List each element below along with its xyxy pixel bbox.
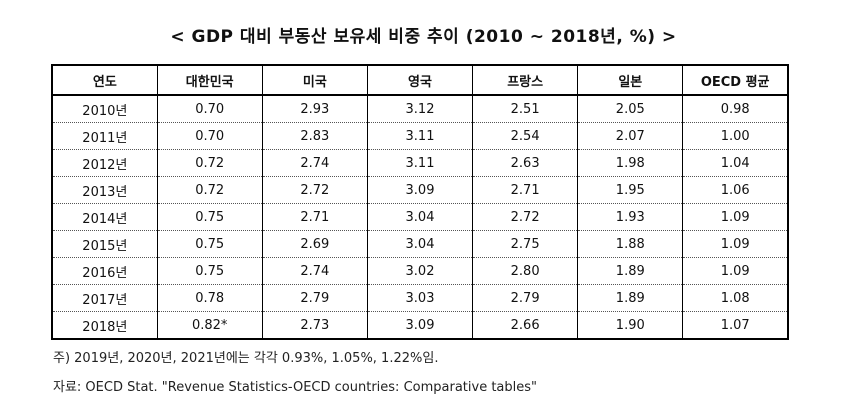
column-header: 대한민국 (156, 64, 263, 96)
value-cell: 1.93 (577, 203, 684, 231)
value-cell: 0.75 (156, 203, 263, 231)
value-cell: 1.00 (682, 122, 790, 150)
value-cell: 2.74 (261, 149, 368, 177)
source-note: 자료: OECD Stat. "Revenue Statistics-OECD … (53, 380, 537, 395)
value-cell: 2.54 (472, 122, 579, 150)
table-row: 2012년 0.72 2.74 3.11 2.63 1.98 1.04 (50, 149, 790, 177)
value-cell: 3.12 (366, 95, 474, 123)
column-header: 미국 (261, 64, 368, 96)
value-cell: 3.09 (366, 311, 474, 340)
value-cell: 0.82* (156, 311, 263, 340)
value-cell: 1.09 (682, 257, 790, 285)
value-cell: 1.08 (682, 284, 790, 312)
value-cell: 2.51 (472, 95, 579, 123)
value-cell: 1.09 (682, 203, 790, 231)
value-cell: 2.74 (261, 257, 368, 285)
table-row: 2014년 0.75 2.71 3.04 2.72 1.93 1.09 (50, 203, 790, 231)
table-row: 2011년 0.70 2.83 3.11 2.54 2.07 1.00 (50, 122, 790, 150)
value-cell: 1.98 (577, 149, 684, 177)
year-cell: 2015년 (50, 230, 158, 258)
value-cell: 2.07 (577, 122, 684, 150)
value-cell: 2.79 (261, 284, 368, 312)
value-cell: 3.03 (366, 284, 474, 312)
value-cell: 0.70 (156, 95, 263, 123)
value-cell: 3.11 (366, 122, 474, 150)
value-cell: 2.69 (261, 230, 368, 258)
value-cell: 2.63 (472, 149, 579, 177)
value-cell: 1.06 (682, 176, 790, 204)
value-cell: 2.05 (577, 95, 684, 123)
year-cell: 2016년 (50, 257, 158, 285)
data-table: 연도 대한민국 미국 영국 프랑스 일본 OECD 평균 2010년 0.70 2.… (50, 64, 790, 340)
value-cell: 0.75 (156, 257, 263, 285)
value-cell: 1.09 (682, 230, 790, 258)
year-cell: 2017년 (50, 284, 158, 312)
value-cell: 2.79 (472, 284, 579, 312)
year-cell: 2010년 (50, 95, 158, 123)
table-header-row: 연도 대한민국 미국 영국 프랑스 일본 OECD 평균 (50, 64, 790, 96)
value-cell: 1.89 (577, 284, 684, 312)
value-cell: 3.04 (366, 230, 474, 258)
table-row: 2013년 0.72 2.72 3.09 2.71 1.95 1.06 (50, 176, 790, 204)
footnote: 주) 2019년, 2020년, 2021년에는 각각 0.93%, 1.05%… (53, 351, 439, 366)
value-cell: 1.89 (577, 257, 684, 285)
value-cell: 1.90 (577, 311, 684, 340)
year-cell: 2018년 (50, 311, 158, 340)
table-row: 2010년 0.70 2.93 3.12 2.51 2.05 0.98 (50, 95, 790, 123)
value-cell: 3.11 (366, 149, 474, 177)
value-cell: 1.88 (577, 230, 684, 258)
value-cell: 2.93 (261, 95, 368, 123)
year-cell: 2011년 (50, 122, 158, 150)
year-cell: 2014년 (50, 203, 158, 231)
table-row: 2018년 0.82* 2.73 3.09 2.66 1.90 1.07 (50, 311, 790, 340)
value-cell: 2.66 (472, 311, 579, 340)
value-cell: 0.72 (156, 176, 263, 204)
value-cell: 3.04 (366, 203, 474, 231)
value-cell: 2.71 (472, 176, 579, 204)
table-row: 2015년 0.75 2.69 3.04 2.75 1.88 1.09 (50, 230, 790, 258)
value-cell: 2.83 (261, 122, 368, 150)
value-cell: 2.75 (472, 230, 579, 258)
value-cell: 2.71 (261, 203, 368, 231)
value-cell: 0.70 (156, 122, 263, 150)
table-row: 2016년 0.75 2.74 3.02 2.80 1.89 1.09 (50, 257, 790, 285)
column-header: 일본 (577, 64, 684, 96)
value-cell: 2.73 (261, 311, 368, 340)
value-cell: 2.72 (261, 176, 368, 204)
value-cell: 0.98 (682, 95, 790, 123)
value-cell: 2.80 (472, 257, 579, 285)
value-cell: 0.75 (156, 230, 263, 258)
column-header: 연도 (50, 64, 158, 96)
year-cell: 2012년 (50, 149, 158, 177)
value-cell: 3.09 (366, 176, 474, 204)
value-cell: 2.72 (472, 203, 579, 231)
value-cell: 1.07 (682, 311, 790, 340)
column-header: 영국 (366, 64, 474, 96)
column-header: 프랑스 (472, 64, 579, 96)
value-cell: 0.78 (156, 284, 263, 312)
value-cell: 0.72 (156, 149, 263, 177)
value-cell: 1.95 (577, 176, 684, 204)
page-title: < GDP 대비 부동산 보유세 비중 추이 (2010 ~ 2018년, %)… (170, 27, 677, 47)
table-row: 2017년 0.78 2.79 3.03 2.79 1.89 1.08 (50, 284, 790, 312)
year-cell: 2013년 (50, 176, 158, 204)
value-cell: 3.02 (366, 257, 474, 285)
column-header: OECD 평균 (682, 64, 790, 96)
value-cell: 1.04 (682, 149, 790, 177)
